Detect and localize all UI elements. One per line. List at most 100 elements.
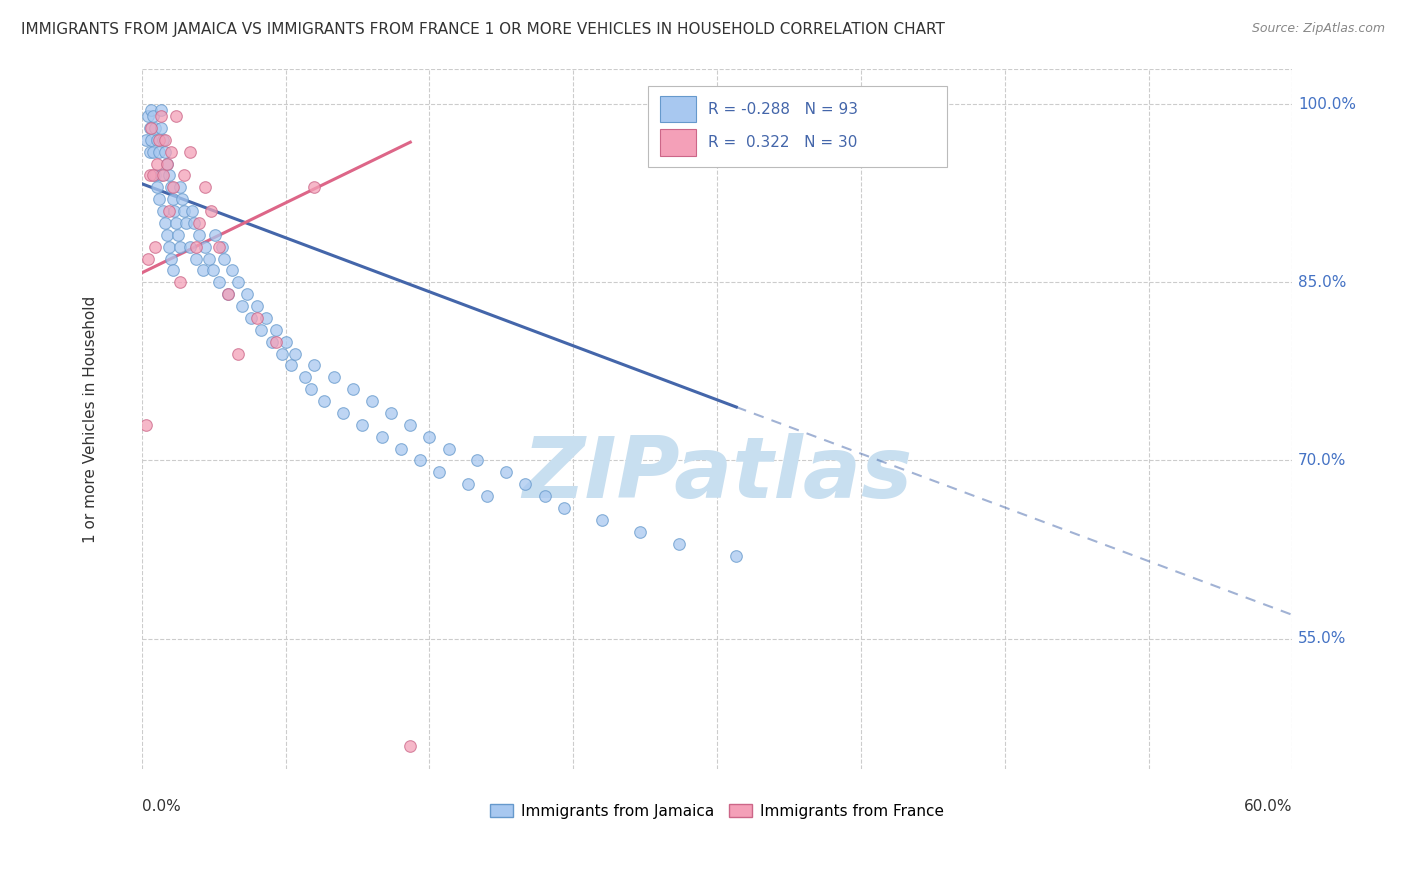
Point bbox=[157, 240, 180, 254]
Point bbox=[249, 323, 271, 337]
Text: 100.0%: 100.0% bbox=[1298, 96, 1357, 112]
Point bbox=[274, 334, 297, 349]
Point bbox=[169, 276, 191, 290]
Point bbox=[214, 252, 236, 266]
Point bbox=[150, 103, 173, 117]
Point bbox=[150, 109, 173, 123]
FancyBboxPatch shape bbox=[659, 95, 696, 122]
Text: 70.0%: 70.0% bbox=[1298, 453, 1347, 468]
Point bbox=[143, 240, 166, 254]
Point bbox=[138, 120, 160, 135]
Text: ZIPatlas: ZIPatlas bbox=[522, 434, 912, 516]
Point bbox=[280, 359, 302, 373]
Point bbox=[142, 109, 165, 123]
Point bbox=[270, 346, 292, 360]
Point bbox=[256, 310, 278, 325]
Point bbox=[231, 299, 253, 313]
Point bbox=[173, 169, 195, 183]
Point bbox=[457, 477, 479, 491]
Point bbox=[200, 204, 222, 219]
Point bbox=[246, 310, 269, 325]
Point bbox=[157, 204, 180, 219]
Point bbox=[174, 216, 197, 230]
Point bbox=[173, 204, 195, 219]
Point bbox=[240, 310, 263, 325]
Point bbox=[409, 453, 432, 467]
Point bbox=[143, 120, 166, 135]
Point bbox=[194, 180, 217, 194]
Point bbox=[495, 466, 517, 480]
Point bbox=[553, 501, 575, 516]
Point bbox=[312, 394, 335, 409]
Point bbox=[159, 145, 181, 159]
Text: 60.0%: 60.0% bbox=[1244, 799, 1292, 814]
Point bbox=[184, 252, 207, 266]
Point bbox=[437, 442, 460, 456]
Point bbox=[217, 287, 239, 301]
Point bbox=[226, 346, 249, 360]
Text: 85.0%: 85.0% bbox=[1298, 275, 1347, 290]
Point bbox=[668, 536, 690, 550]
Point bbox=[352, 417, 374, 432]
Point bbox=[165, 216, 187, 230]
Point bbox=[418, 430, 440, 444]
Point bbox=[332, 406, 354, 420]
Point bbox=[236, 287, 259, 301]
Point bbox=[148, 192, 170, 206]
Point bbox=[299, 382, 322, 396]
Point bbox=[725, 549, 748, 563]
Point bbox=[143, 169, 166, 183]
Point bbox=[399, 417, 422, 432]
Point bbox=[361, 394, 384, 409]
Point bbox=[150, 169, 173, 183]
Point bbox=[148, 133, 170, 147]
Point bbox=[142, 169, 165, 183]
Point bbox=[399, 739, 422, 753]
Text: R =  0.322   N = 30: R = 0.322 N = 30 bbox=[707, 136, 858, 151]
Point bbox=[427, 466, 450, 480]
Point bbox=[628, 524, 651, 539]
Text: Source: ZipAtlas.com: Source: ZipAtlas.com bbox=[1251, 22, 1385, 36]
Point bbox=[264, 334, 287, 349]
Point bbox=[188, 227, 211, 242]
Point bbox=[138, 169, 160, 183]
Point bbox=[264, 323, 287, 337]
Point bbox=[146, 133, 169, 147]
Text: IMMIGRANTS FROM JAMAICA VS IMMIGRANTS FROM FRANCE 1 OR MORE VEHICLES IN HOUSEHOL: IMMIGRANTS FROM JAMAICA VS IMMIGRANTS FR… bbox=[21, 22, 945, 37]
Point bbox=[156, 156, 179, 170]
Point bbox=[153, 145, 176, 159]
Point bbox=[135, 417, 157, 432]
FancyBboxPatch shape bbox=[648, 86, 948, 167]
Point bbox=[207, 240, 229, 254]
Point bbox=[515, 477, 537, 491]
Point bbox=[201, 263, 224, 277]
Point bbox=[152, 204, 174, 219]
Point bbox=[153, 216, 176, 230]
Point bbox=[221, 263, 243, 277]
Point bbox=[322, 370, 344, 384]
Text: 1 or more Vehicles in Household: 1 or more Vehicles in Household bbox=[83, 295, 97, 542]
Point bbox=[184, 240, 207, 254]
Point bbox=[136, 109, 159, 123]
Point bbox=[284, 346, 307, 360]
Point bbox=[141, 120, 163, 135]
Point bbox=[370, 430, 392, 444]
Point bbox=[342, 382, 364, 396]
Point bbox=[193, 263, 215, 277]
Point bbox=[152, 133, 174, 147]
Point bbox=[179, 145, 201, 159]
Point bbox=[172, 192, 194, 206]
Point bbox=[475, 489, 498, 503]
Point bbox=[162, 192, 184, 206]
Text: 0.0%: 0.0% bbox=[142, 799, 180, 814]
Point bbox=[152, 169, 174, 183]
Point bbox=[136, 252, 159, 266]
Legend: Immigrants from Jamaica, Immigrants from France: Immigrants from Jamaica, Immigrants from… bbox=[484, 797, 950, 825]
FancyBboxPatch shape bbox=[659, 129, 696, 156]
Point bbox=[180, 204, 202, 219]
Point bbox=[188, 216, 211, 230]
Point bbox=[156, 156, 179, 170]
Point bbox=[217, 287, 239, 301]
Point bbox=[153, 133, 176, 147]
Point bbox=[179, 240, 201, 254]
